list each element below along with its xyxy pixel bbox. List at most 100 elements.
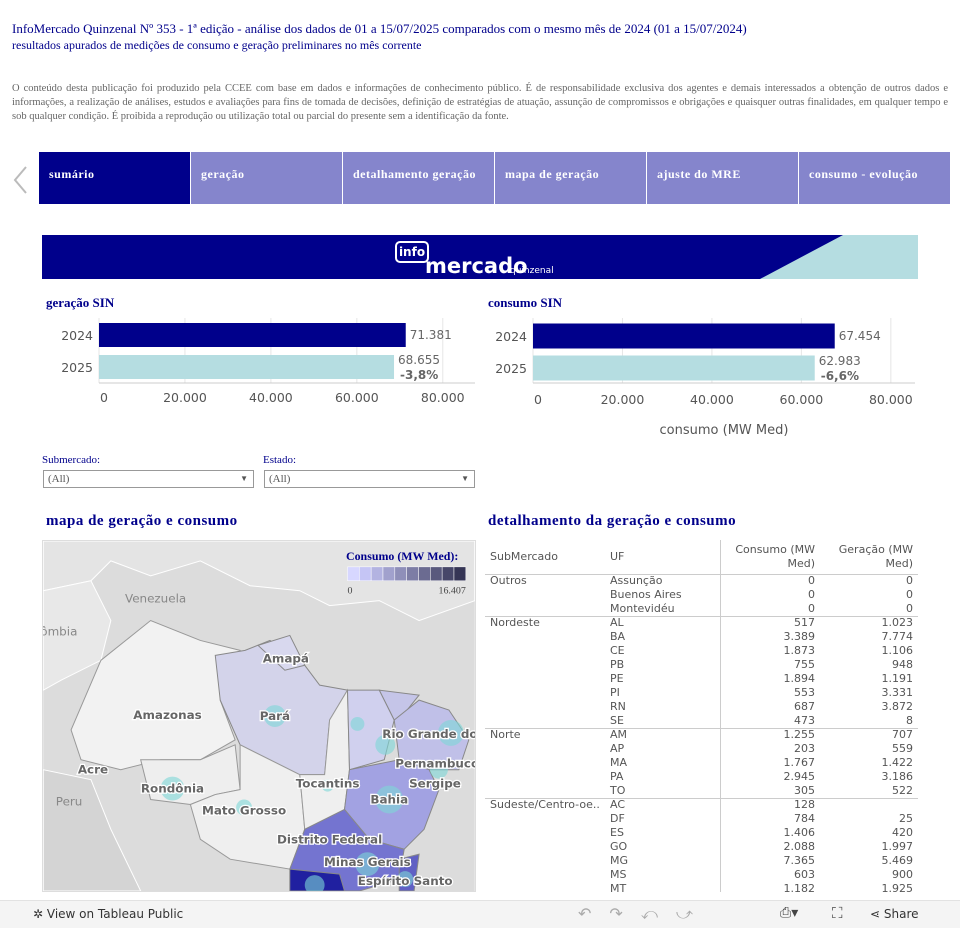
uf-cell: PI [610,686,620,699]
map-title: mapa de geração e consumo [46,513,238,529]
tab[interactable]: ajuste do MRE [647,152,798,204]
legend-max: 16.407 [438,586,465,597]
uf-cell: RN [610,700,626,713]
number-cell: 900 [892,868,913,881]
uf-cell: AP [610,742,625,755]
legend-swatch [370,566,384,582]
divider [485,728,918,729]
annotation: -6,6% [821,369,859,383]
uf-cell: PB [610,658,625,671]
fullscreen[interactable]: ⛶ [832,904,843,922]
group-name: Nordeste [490,616,540,629]
group-name: Norte [490,728,521,741]
number-cell: 473 [794,714,815,727]
filter-value: (All) [48,473,70,485]
uf-cell: TO [610,784,626,797]
number-cell: 517 [794,616,815,629]
group-name: Outros [490,574,527,587]
table: SubMercado UF Consumo (MW Med) Geração (MW … [485,540,918,892]
x-tick-label: 60.000 [335,390,379,405]
number-cell: 784 [794,812,815,825]
bar [99,355,395,379]
share-text: Share [883,907,919,921]
number-cell: 0 [808,588,815,601]
uf-cell: Assunção [610,574,663,587]
map-label: Bahia [370,793,408,807]
legend-swatch [441,566,455,582]
legend-swatch [347,566,360,582]
column-header: Consumo (MW Med) [735,543,815,570]
table-title: detalhamento da geração e consumo [488,513,737,529]
number-cell: 203 [794,742,815,755]
logo-main: mercado [425,254,528,278]
disclaimer: O conteúdo desta publicação foi produzid… [12,83,948,122]
undo-redo[interactable]: ↶↷⤺⤻ [578,904,712,923]
number-cell: 0 [808,602,815,615]
banner: info mercado quinzenal [42,235,918,279]
number-cell: 553 [794,686,815,699]
logo-sub: quinzenal [510,266,554,276]
prev-arrow[interactable] [10,165,32,195]
number-cell: 8 [906,714,913,727]
y-tick-label: 2025 [61,360,93,375]
view-on-tableau[interactable]: ✲ View on Tableau Public [33,907,184,921]
legend-swatch [430,566,443,582]
legend-swatch [406,566,419,582]
number-cell: 559 [892,742,913,755]
divider [720,540,721,892]
map-label: Rondônia [141,782,204,796]
download[interactable]: ⎙▾ [780,905,799,921]
value-label: 71.381 [410,328,452,342]
column-header: UF [610,550,625,563]
map-label: Colômbia [42,624,77,638]
x-tick-label: 20.000 [163,390,207,405]
number-cell: 1.767 [783,756,816,769]
page-title: InfoMercado Quinzenal Nº 353 - 1ª edição… [12,21,747,36]
tab[interactable]: detalhamento geração [343,152,494,204]
tab[interactable]: consumo - evolução [799,152,950,204]
map-label: Rio Grande do Norte [382,727,476,741]
filter-value: (All) [269,473,291,485]
tab[interactable]: sumário [39,152,190,204]
legend-swatch [359,566,372,582]
bar [533,323,835,349]
number-cell: 25 [899,812,913,825]
map-label: Amapá [263,651,309,665]
number-cell: 420 [892,826,913,839]
x-tick-label: 60.000 [780,392,824,407]
legend-swatch [453,566,467,582]
column-header: Geração (MW Med) [838,543,913,570]
tab[interactable]: mapa de geração [495,152,646,204]
charts: geração SIN 0 20.000 40.000 60.000 80.000 2024… [46,295,915,438]
toolbar: ✲ View on Tableau Public ↶↷⤺⤻ ⎙▾ ⛶ ⋖ Sha… [0,900,960,928]
legend-min: 0 [347,586,352,597]
filter-dropdown[interactable]: (All) ▼ [43,470,254,488]
number-cell: 7.774 [881,630,914,643]
number-cell: 0 [906,602,913,615]
x-tick-label: 0 [534,392,542,407]
x-axis-label: consumo (MW Med) [660,423,789,438]
map-label: Venezuela [125,592,186,606]
filter-dropdown[interactable]: (All) ▼ [264,470,475,488]
value-label: 67.454 [839,329,881,343]
uf-cell: CE [610,644,625,657]
map-label: Minas Gerais [324,855,411,869]
logo-box: info [399,245,425,259]
number-cell: 522 [892,784,913,797]
number-cell: 1.023 [881,616,914,629]
map-label: Pernambuco [395,757,476,771]
chart-title: geração SIN [46,295,115,310]
number-cell: 0 [906,588,913,601]
y-tick-label: 2024 [61,328,93,343]
page-subtitle: resultados apurados de medições de consu… [12,38,422,52]
map-label: Acre [78,763,108,777]
tab[interactable]: geração [191,152,342,204]
value-label: 62.983 [819,354,861,368]
annotation: -3,8% [400,368,438,382]
uf-cell: DF [610,812,625,825]
uf-cell: MG [610,854,629,867]
share[interactable]: ⋖ Share [870,907,919,921]
x-tick-label: 80.000 [421,390,465,405]
number-cell: 2.088 [783,840,816,853]
uf-cell: AL [610,616,624,629]
